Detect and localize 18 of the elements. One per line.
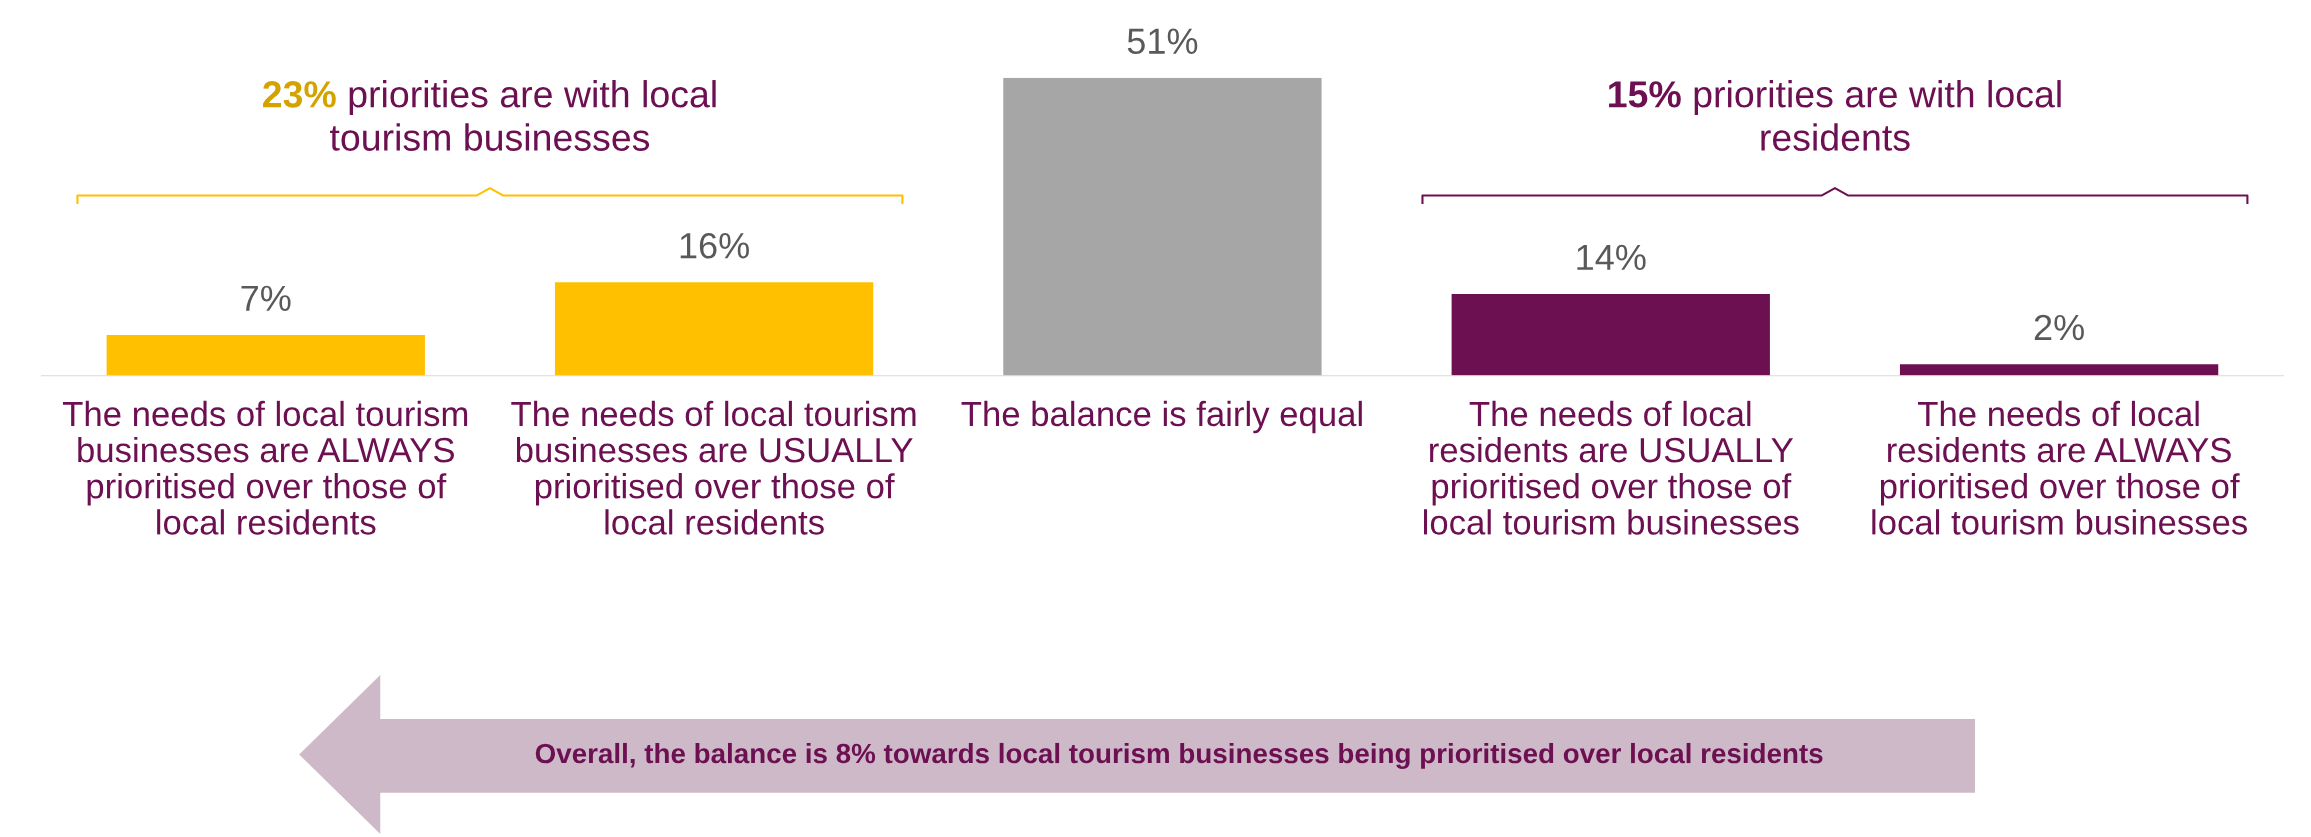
annotation: 23% priorities are with local tourism businesses [263,80,716,151]
data-label: 51% [1127,28,1198,55]
data-label: 7% [241,285,291,311]
x-tick-label: The needs of local residents are ALWAYS prioritised over those of local tourism businesses [1872,400,2247,535]
data-label: 16% [680,232,749,259]
x-tick-label: The needs of local tourism businesses are USUALLY prioritised over those of local residents [511,400,916,535]
data-label: 2% [2034,314,2084,341]
bar [1003,77,1322,376]
bar [1899,364,2219,376]
annotation: 15% priorities are with local residents [1609,80,2061,151]
x-tick-label: The needs of local tourism businesses are ALWAYS prioritised over those of local residents [62,400,468,535]
x-tick-label: The needs of local residents are USUALLY prioritised over those of local tourism businesses [1423,400,1799,535]
text: Overall, the balance is 8% towards local tourism businesses being prioritised over local residents [535,742,1823,769]
x-tick-label: The balance is fairly equal [961,400,1362,434]
bar [554,282,874,376]
bar [106,334,425,376]
data-label: 14% [1577,244,1646,271]
bar [1451,294,1770,376]
